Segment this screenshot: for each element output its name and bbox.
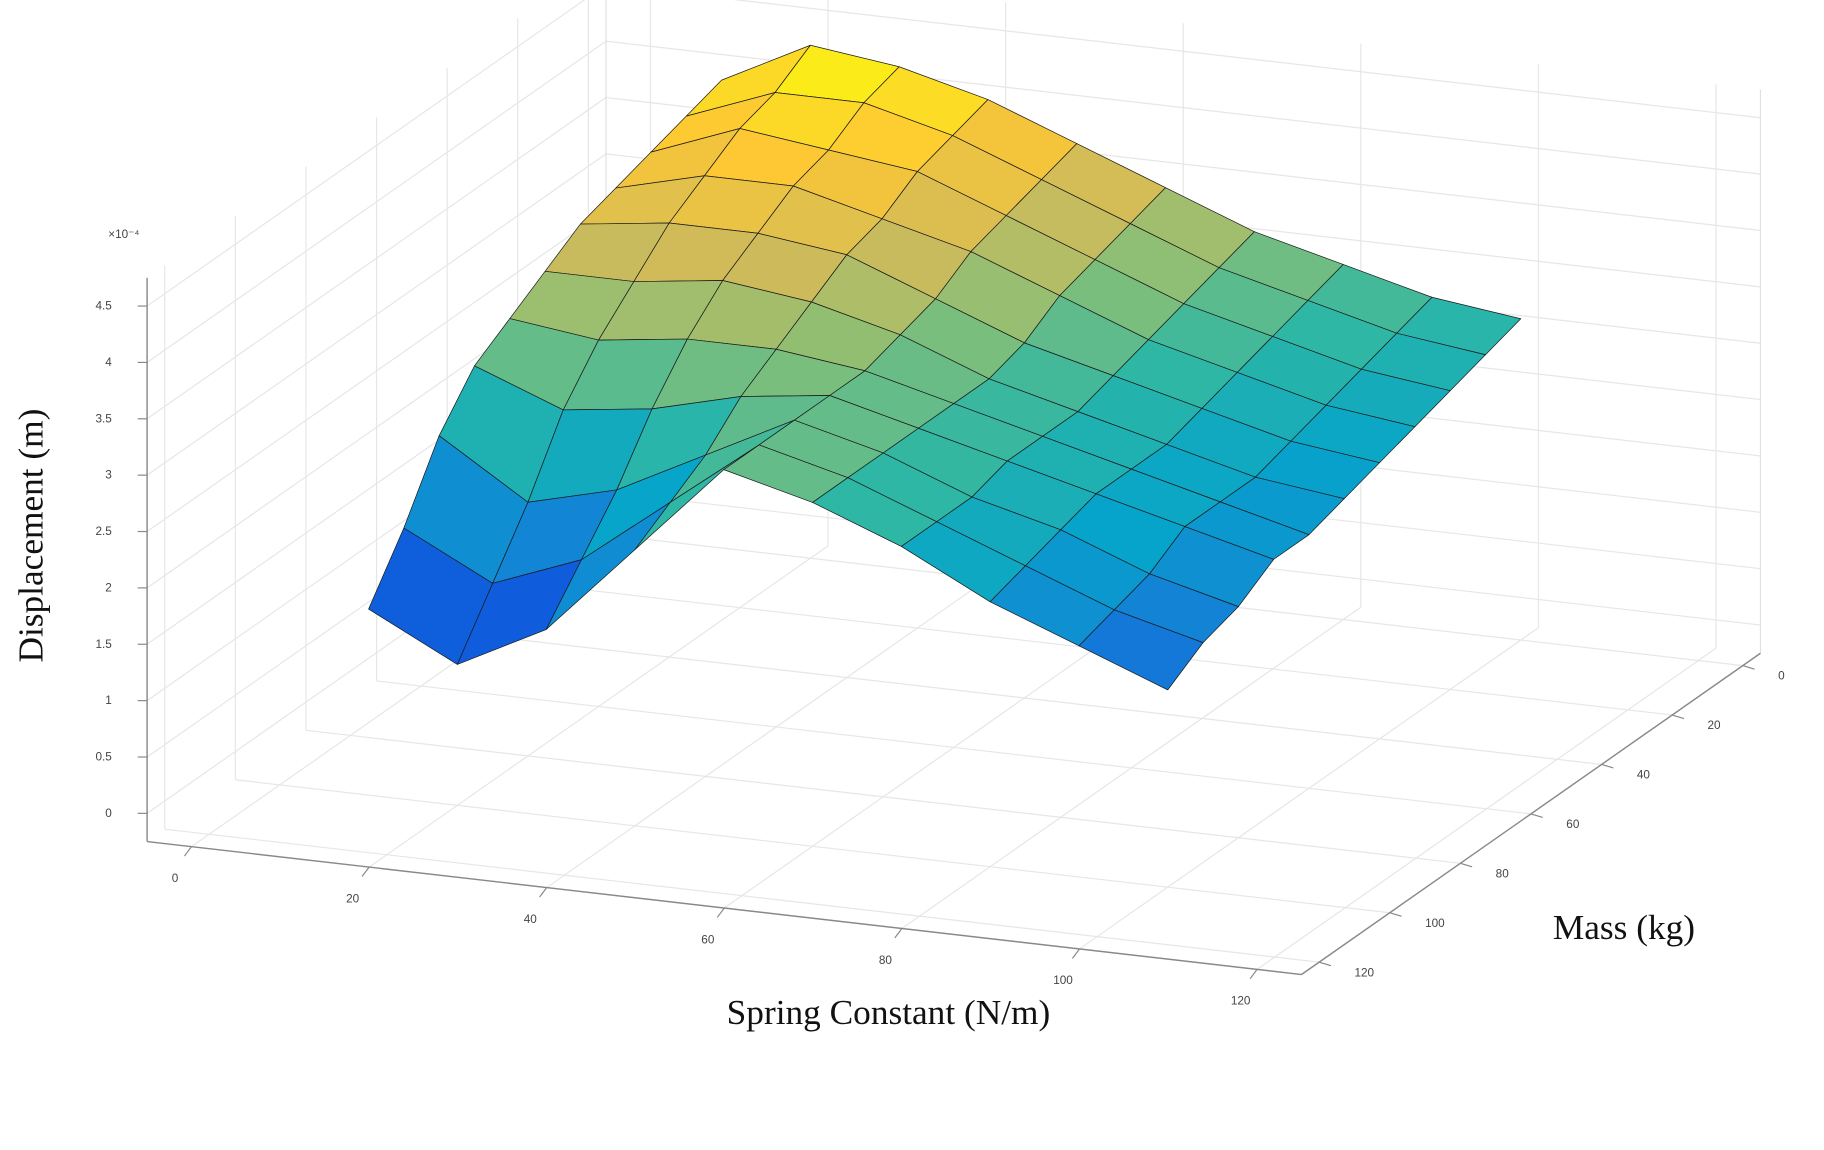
z-tick-label: 1.5 (95, 638, 112, 651)
y-tick (1460, 862, 1473, 868)
surface (368, 44, 1522, 691)
y-tick-label: 100 (1425, 917, 1445, 930)
x-axis-title: Spring Constant (N/m) (727, 993, 1051, 1032)
y-tick-label: 60 (1566, 818, 1580, 831)
grid-line (146, 40, 607, 363)
x-tick (1249, 969, 1258, 980)
y-tick (1530, 813, 1543, 818)
y-tick (1672, 714, 1685, 720)
z-tick-label: 4.5 (95, 300, 112, 313)
z-tick-label: 4 (105, 356, 112, 369)
y-tick-label: 40 (1637, 769, 1651, 782)
grid-line (732, 0, 1761, 119)
y-tick-label: 20 (1707, 719, 1721, 732)
grid-line (447, 630, 1602, 766)
x-tick-label: 120 (1231, 995, 1251, 1008)
x-tick-label: 0 (172, 872, 179, 885)
grid-line (146, 209, 607, 533)
grid-line (146, 97, 607, 420)
z-tick-label: 1 (105, 694, 112, 707)
z-tick-label: 0 (105, 807, 112, 820)
y-tick (1601, 763, 1614, 769)
y-tick-label: 80 (1496, 867, 1510, 880)
x-tick (1071, 948, 1080, 959)
x-tick-label: 20 (346, 892, 360, 905)
z-tick-label: 0.5 (95, 751, 112, 764)
x-tick-label: 80 (879, 954, 893, 967)
y-tick (1389, 912, 1402, 917)
grid-line (305, 729, 1461, 864)
y-tick-label: 120 (1354, 966, 1374, 979)
grid-line (235, 779, 1390, 914)
x-tick (183, 846, 192, 857)
z-tick-label: 3.5 (95, 412, 112, 425)
x-tick (361, 866, 370, 877)
z-tick-label: 2 (105, 581, 112, 594)
x-tick (539, 887, 548, 898)
x-tick-label: 100 (1053, 974, 1073, 987)
y-tick (1318, 961, 1332, 967)
grid-line (376, 680, 1532, 815)
x-tick-label: 40 (524, 913, 538, 926)
surface-patch (1078, 609, 1204, 691)
y-tick-label: 0 (1778, 670, 1785, 683)
labels: Spring Constant (N/m) Mass (kg) Displace… (11, 228, 1785, 1032)
grid-line (146, 0, 586, 307)
grid-line (146, 153, 607, 476)
grid-line (164, 828, 1320, 963)
z-tick-label: 2.5 (95, 525, 112, 538)
x-tick (894, 928, 903, 939)
z-axis-title: Displacement (m) (11, 409, 50, 663)
x-tick (716, 907, 725, 918)
y-tick (1742, 665, 1755, 670)
y-axis-title: Mass (kg) (1553, 908, 1695, 947)
z-exponent: ×10⁻⁴ (108, 228, 139, 241)
x-tick-label: 60 (701, 933, 715, 946)
z-tick-label: 3 (105, 469, 112, 482)
